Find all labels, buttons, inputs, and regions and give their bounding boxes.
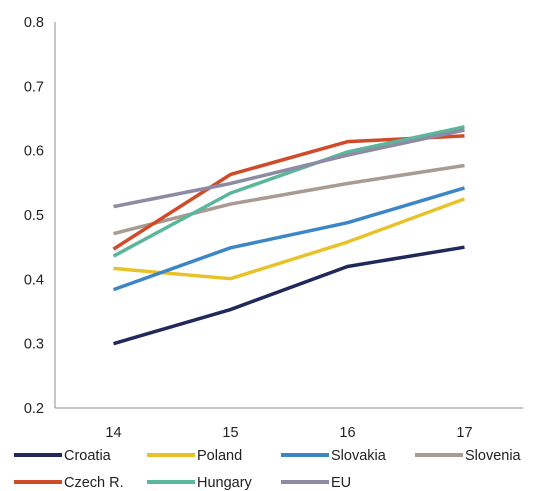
legend-item-slovenia: Slovenia [415,448,522,464]
series-line-hungary [112,125,465,258]
y-tick-label: 0.5 [24,208,44,224]
x-tick-label: 17 [456,425,472,441]
y-tick-label: 0.6 [24,144,44,160]
series-line-slovenia [113,163,465,236]
series-line-slovakia [112,186,465,292]
x-tick-label: 14 [105,425,121,441]
legend-label: Poland [197,448,242,464]
legend-label: Slovenia [465,448,522,464]
x-tick-label: 16 [339,425,355,441]
x-tick-labels: 14 15 16 17 [105,425,472,441]
legend-item-czech-r: Czech R. [14,475,124,491]
legend-label: Croatia [64,448,112,464]
legend-label: EU [331,475,351,491]
legend: Croatia Poland Slovakia Slovenia Czech R. Hun… [14,448,522,491]
y-tick-label: 0.8 [24,15,44,31]
y-tick-label: 0.2 [24,401,44,417]
y-tick-label: 0.7 [24,79,44,95]
legend-label: Hungary [197,475,253,491]
y-tick-labels: 0.2 0.3 0.4 0.5 0.6 0.7 0.8 [24,15,44,417]
series-lines [112,125,466,346]
legend-item-eu: EU [281,475,351,491]
legend-item-slovakia: Slovakia [281,448,387,464]
series-line-eu [113,128,465,209]
legend-label: Czech R. [64,475,124,491]
y-tick-label: 0.3 [24,337,44,353]
x-tick-label: 15 [222,425,238,441]
series-line-croatia [113,245,465,346]
legend-item-poland: Poland [147,448,242,464]
y-tick-label: 0.4 [24,272,44,288]
axes [54,22,523,409]
legend-label: Slovakia [331,448,387,464]
legend-item-hungary: Hungary [147,475,253,491]
series-line-poland [113,197,466,281]
legend-item-croatia: Croatia [14,448,112,464]
